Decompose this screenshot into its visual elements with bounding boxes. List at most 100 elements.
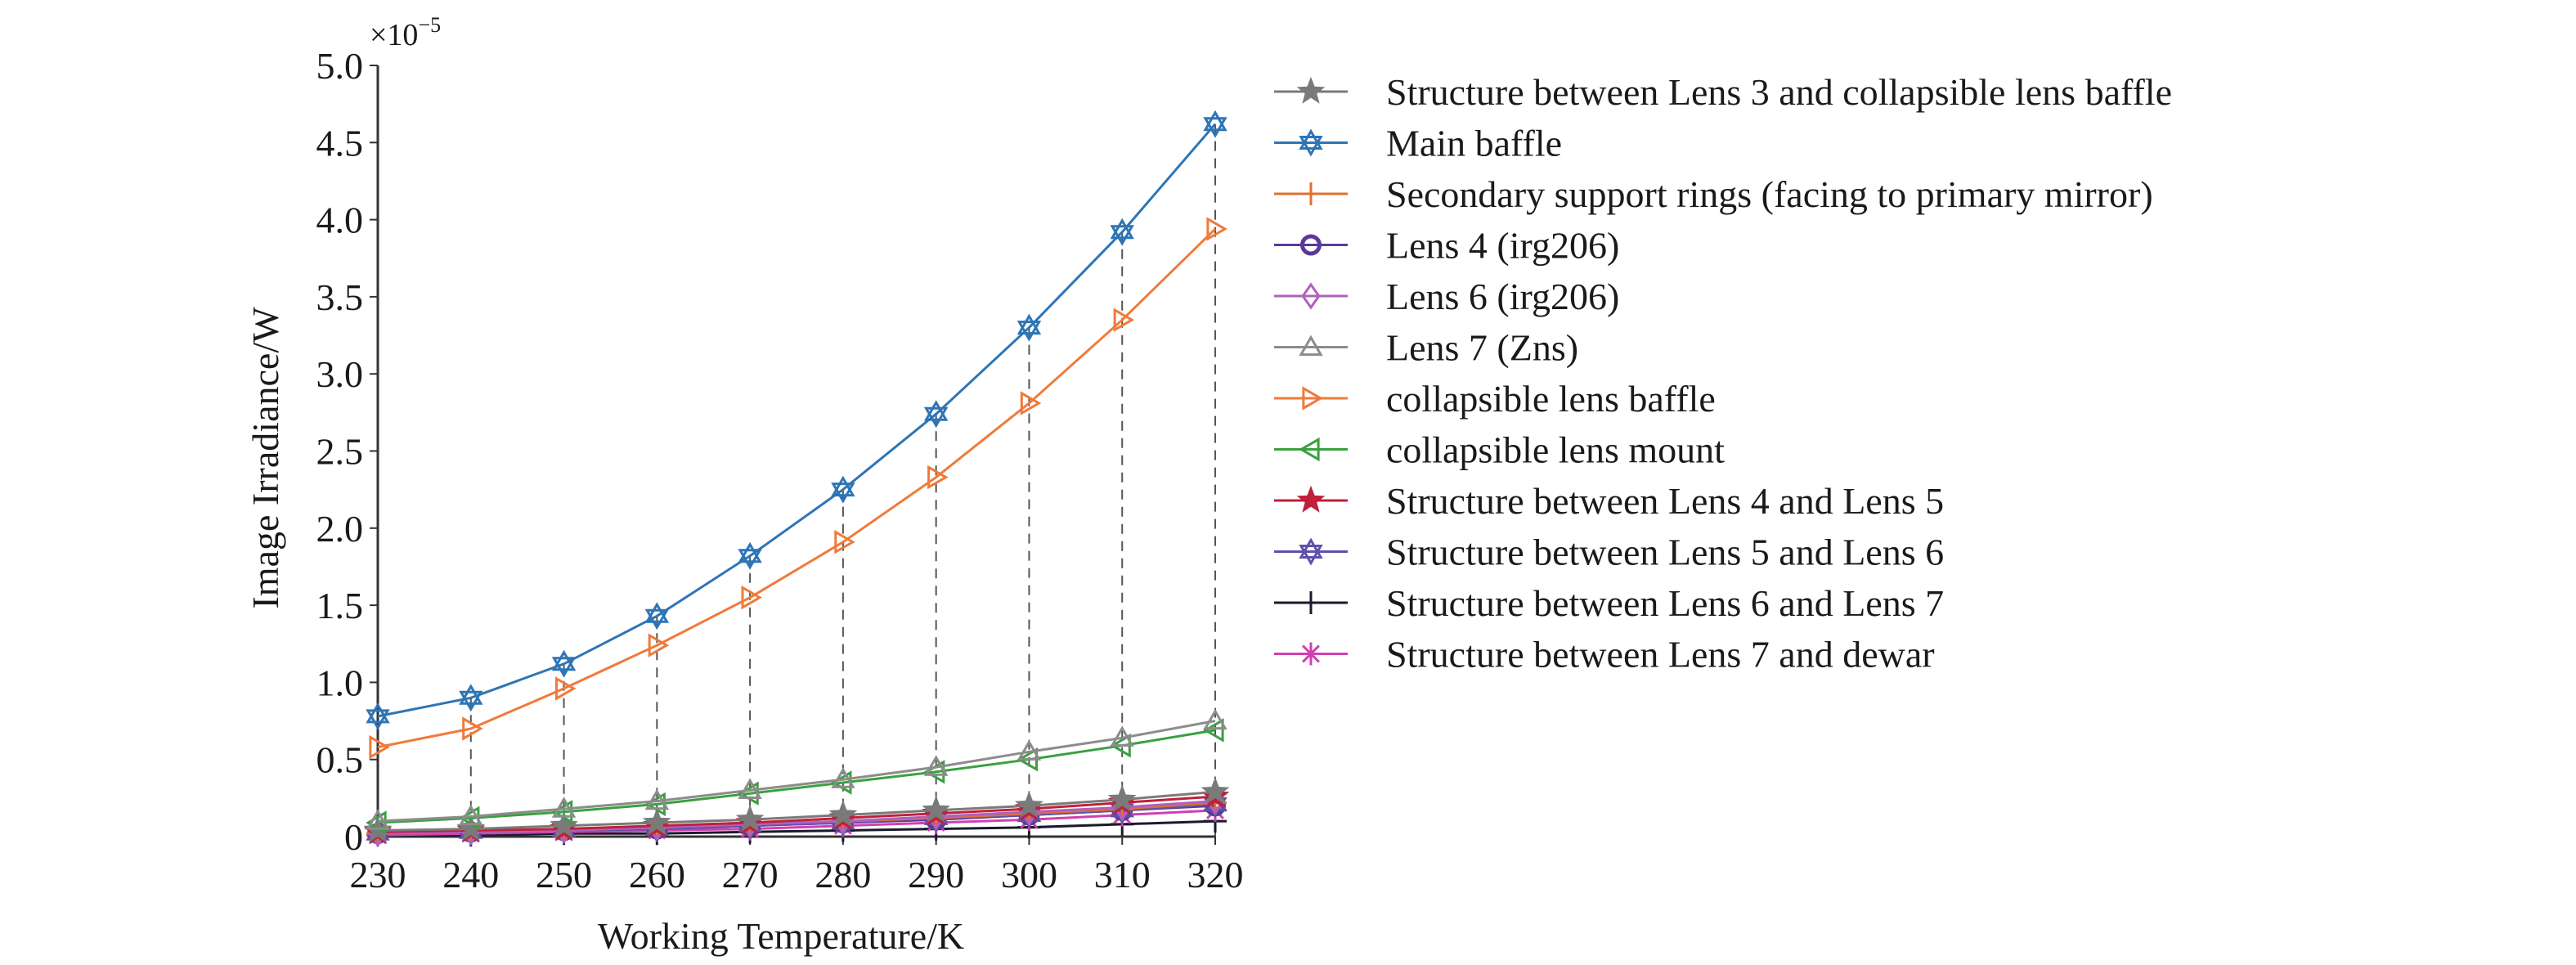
- series-1: [366, 110, 1227, 730]
- y-tick-label: 1.5: [316, 585, 364, 626]
- data-point: [831, 767, 855, 788]
- legend-marker: [1299, 128, 1323, 150]
- axes: [376, 65, 1215, 838]
- legend-marker: [1300, 234, 1322, 256]
- y-ticks: 0 0.5 1.0 1.5 2.0 2.5 3.0 3.5 4.0 4.5 5.0: [316, 45, 378, 858]
- x-tick-label: 300: [1001, 854, 1057, 895]
- data-point: [828, 800, 858, 828]
- data-point: [459, 684, 483, 705]
- y-axis-title: Image Irradiance/W: [245, 307, 286, 609]
- series-line: [377, 790, 1216, 832]
- data-point: [1113, 307, 1135, 332]
- y-tick-label: 3.0: [316, 353, 364, 395]
- y-tick-label: 0.5: [316, 739, 364, 781]
- series-line: [377, 729, 1216, 824]
- data-point: [1020, 391, 1042, 415]
- x-tick-label: 270: [722, 854, 779, 895]
- legend-item: collapsible lens mount: [1274, 429, 1725, 471]
- data-point: [1203, 708, 1227, 730]
- data-point: [366, 702, 390, 724]
- legend-label: Lens 4 (irg206): [1386, 225, 1619, 267]
- data-point: [1110, 218, 1134, 240]
- legend-label: Structure between Lens 5 and Lens 6: [1386, 532, 1944, 573]
- data-point: [1016, 739, 1042, 761]
- series-line: [377, 123, 1217, 718]
- data-point: [831, 475, 855, 497]
- legend-item: collapsible lens baffle: [1274, 378, 1716, 420]
- y-multiplier-base: ×10: [370, 18, 418, 52]
- legend-label: Lens 6 (irg206): [1386, 276, 1619, 317]
- legend-marker: [1299, 136, 1323, 157]
- data-point: [642, 807, 671, 835]
- legend-item: Lens 4 (irg206): [1274, 225, 1619, 267]
- x-ticks: 230 240 250 260 270 280 290 300 310 320: [350, 837, 1244, 895]
- data-point: [831, 482, 855, 504]
- legend-item: Structure between Lens 3 and collapsible…: [1274, 71, 2172, 113]
- data-point: [741, 585, 762, 610]
- x-tick-label: 260: [629, 854, 685, 895]
- y-tick-label: 2.5: [316, 431, 364, 473]
- data-point: [644, 602, 670, 623]
- data-point: [922, 795, 951, 823]
- legend-label: Lens 7 (Zns): [1386, 327, 1578, 369]
- x-tick-label: 230: [350, 854, 406, 895]
- series-line: [377, 795, 1216, 833]
- data-point: [1107, 784, 1137, 812]
- x-tick-label: 250: [536, 854, 592, 895]
- series-line: [377, 809, 1216, 837]
- series-line: [377, 227, 1217, 749]
- data-point: [551, 797, 577, 818]
- legend-item: Structure between Lens 5 and Lens 6: [1274, 532, 1944, 573]
- legend-item: Lens 7 (Zns): [1274, 327, 1578, 369]
- x-tick-label: 280: [815, 854, 871, 895]
- data-point: [1110, 225, 1134, 246]
- legend-item: Structure between Lens 4 and Lens 5: [1274, 480, 1944, 522]
- y-tick-label: 5.0: [316, 45, 364, 87]
- data-point: [644, 608, 670, 631]
- y-tick-label: 0: [344, 816, 363, 858]
- y-multiplier: ×10−5: [370, 13, 441, 52]
- series-line: [377, 720, 1216, 823]
- legend-item: Structure between Lens 6 and Lens 7: [1274, 582, 1944, 624]
- legend-label: collapsible lens mount: [1386, 429, 1725, 471]
- legend-marker: [1299, 591, 1322, 614]
- legend-label: Structure between Lens 4 and Lens 5: [1386, 480, 1944, 522]
- y-tick-label: 1.0: [316, 662, 364, 703]
- x-tick-label: 290: [908, 854, 964, 895]
- data-point: [738, 541, 762, 563]
- data-point: [551, 657, 577, 678]
- series-layer: [363, 110, 1230, 848]
- x-axis-title: Working Temperature/K: [598, 915, 964, 957]
- data-point: [369, 734, 390, 760]
- y-tick-label: 2.0: [316, 508, 364, 550]
- legend-item: Lens 6 (irg206): [1274, 276, 1619, 317]
- x-tick-label: 320: [1187, 854, 1244, 895]
- legend-item: Main baffle: [1274, 123, 1562, 164]
- data-point: [1203, 718, 1224, 743]
- legend-label: Structure between Lens 3 and collapsible…: [1386, 71, 2172, 113]
- data-point: [644, 788, 670, 810]
- legend-marker: [1299, 437, 1320, 462]
- series-line: [377, 800, 1216, 835]
- series-6: [369, 217, 1227, 760]
- data-point: [1016, 321, 1042, 342]
- data-point: [648, 633, 670, 658]
- legend-marker: [1299, 642, 1322, 666]
- y-tick-label: 4.0: [316, 200, 364, 241]
- y-multiplier-exponent: −5: [418, 13, 441, 37]
- legend-marker: [1299, 334, 1323, 357]
- legend-label: collapsible lens baffle: [1386, 378, 1716, 420]
- data-point: [1203, 117, 1227, 138]
- legend-marker: [1299, 545, 1323, 566]
- legend-item: Secondary support rings (facing to prima…: [1274, 173, 2153, 215]
- data-point: [923, 400, 949, 421]
- legend-marker: [1301, 282, 1321, 310]
- data-point: [1110, 725, 1134, 747]
- data-point: [462, 716, 483, 741]
- series-line: [378, 819, 1216, 837]
- data-point: [834, 529, 855, 554]
- legend: Structure between Lens 3 and collapsible…: [1274, 71, 2172, 676]
- data-point: [555, 676, 577, 701]
- data-point: [1015, 791, 1043, 819]
